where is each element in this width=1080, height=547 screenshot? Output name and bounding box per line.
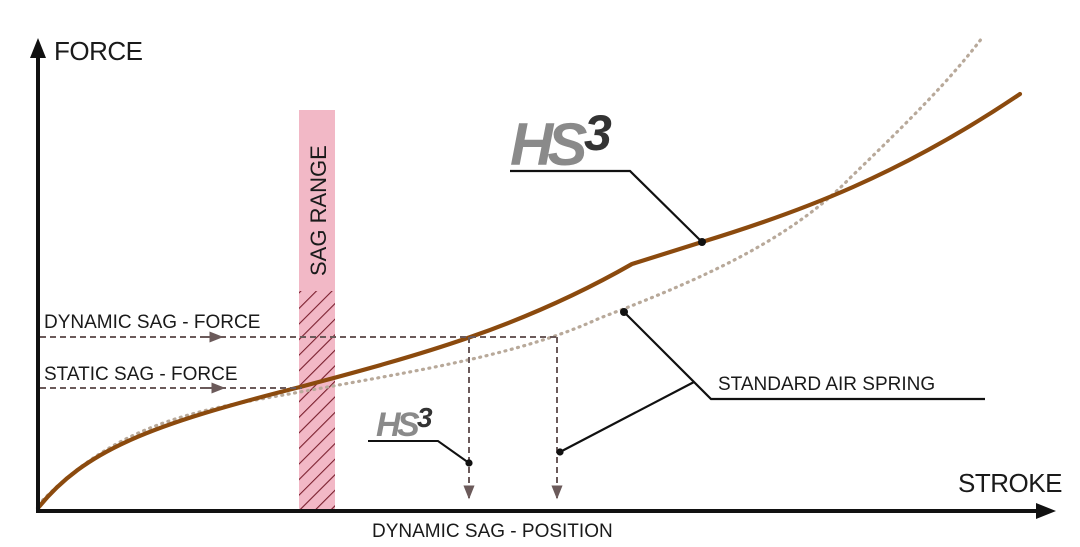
dynamic-sag-position-label: DYNAMIC SAG - POSITION bbox=[372, 521, 613, 542]
y-axis-label: FORCE bbox=[54, 36, 143, 66]
standard-air-spring-label: STANDARD AIR SPRING bbox=[718, 374, 935, 395]
hs3-small-leader-line bbox=[368, 440, 470, 464]
standard-air-spring-curve bbox=[36, 36, 984, 507]
sag-range-label: SAG RANGE bbox=[306, 145, 331, 276]
hs3-small-leader-dot bbox=[465, 459, 473, 467]
hs3-large-leader-dot bbox=[698, 238, 706, 246]
hs3-logo-large-superscript: 3 bbox=[584, 105, 612, 161]
standard-air-spring-underline bbox=[623, 311, 985, 401]
hs3-logo-small-superscript: 3 bbox=[417, 402, 433, 433]
sag-range-hatched-zone bbox=[299, 291, 335, 510]
dynamic-sag-force-label: DYNAMIC SAG - FORCE bbox=[44, 312, 260, 333]
standard-lower-leader-line bbox=[559, 381, 695, 453]
hs3-logo-small-letters: HS bbox=[376, 406, 420, 444]
x-axis-arrowhead bbox=[1036, 503, 1056, 519]
standard-lower-leader-dot bbox=[556, 448, 564, 456]
y-axis-arrowhead bbox=[30, 38, 46, 58]
x-axis-label: STROKE bbox=[958, 468, 1062, 498]
hs3-logo-large-letters: HS bbox=[510, 111, 587, 178]
hs3-logo-large: HS 3 bbox=[510, 105, 612, 178]
hs3-large-leader-line bbox=[510, 169, 703, 243]
static-sag-force-label: STATIC SAG - FORCE bbox=[44, 364, 238, 385]
hs3-logo-small: HS 3 bbox=[376, 402, 433, 444]
standard-upper-leader-dot bbox=[620, 308, 628, 316]
hs3-curve bbox=[35, 91, 1023, 511]
